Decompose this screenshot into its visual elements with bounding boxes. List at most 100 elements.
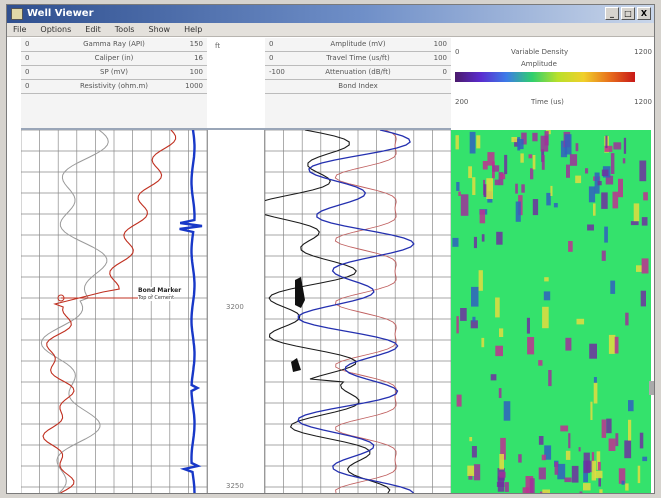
heatmap-cell [612,191,619,209]
heatmap-cell [496,481,505,487]
heatmap-cell [643,192,648,201]
heatmap-cell [479,209,486,224]
heatmap-cell [598,476,601,487]
close-button[interactable]: X [637,7,651,20]
heatmap-cell [521,132,527,145]
gamma-ray-curve [42,130,177,493]
header-row-amplitude[interactable]: 0 Amplitude (mV) 100 [265,38,451,52]
menu-help[interactable]: Help [184,25,203,34]
heatmap-cell [597,181,602,186]
header-row-attenuation[interactable]: -100 Attenuation (dB/ft) 0 [265,66,451,80]
depth-label-1: 3200 [226,303,244,311]
header-row-travel-time[interactable]: 0 Travel Time (us/ft) 100 [265,52,451,66]
header-row-bond-index[interactable]: Bond Index [265,80,451,94]
header-row-resistivity[interactable]: 0 Resistivity (ohm.m) 1000 [21,80,207,94]
heatmap-cell [610,280,616,294]
heatmap-cell [615,433,619,447]
depth-label-2: 3250 [226,482,244,490]
heatmap-cell [564,477,572,483]
header-row-sp[interactable]: 0 SP (mV) 100 [21,66,207,80]
menu-file[interactable]: File [13,25,27,34]
heatmap-cell [540,135,549,152]
heatmap-cell [550,185,553,196]
heatmap-cell [575,175,582,184]
heatmap-cell [511,137,518,143]
heatmap-cell [560,425,569,432]
heatmap-cell [593,377,597,384]
sp-curve [179,130,203,493]
marker-point[interactable] [57,294,65,302]
heatmap-cell [548,370,552,387]
heatmap-cell [594,172,600,194]
caliper-curve [40,130,109,493]
colorbar-label: Amplitude [521,60,557,68]
travel-time-curve [297,130,415,493]
heatmap-cell [630,221,639,226]
heatmap-cell [495,345,503,357]
heatmap-cell [515,183,518,194]
vd-title: Variable Density [511,48,569,56]
attenuation-curve [334,130,397,493]
heatmap-cell [530,168,534,180]
heatmap-cell [625,312,629,326]
heatmap-cell [499,454,504,470]
amplitude-curve [265,130,391,493]
minimize-button[interactable]: _ [605,7,619,20]
heatmap-cell [486,178,493,199]
heatmap-cell [460,308,467,321]
heatmap-cell [579,491,583,493]
mid-log-track[interactable] [265,130,451,493]
heatmap-cell [468,166,472,179]
heatmap-cell [585,168,589,174]
left-track-header: 0 Gamma Ray (API) 150 0 Caliper (in) 16 … [21,38,207,130]
heatmap-cell [455,135,459,150]
menu-tools[interactable]: Tools [114,25,135,34]
menu-edit[interactable]: Edit [85,25,101,34]
heatmap-cell [633,203,640,222]
heatmap-cell [481,234,485,242]
heatmap-cell [605,175,614,185]
heatmap-cell [589,343,597,359]
left-log-track[interactable]: Bond Marker Top of Cement [21,130,207,493]
heatmap-cell [594,470,603,479]
heatmap-cell [527,337,535,355]
header-row-caliper[interactable]: 0 Caliper (in) 16 [21,52,207,66]
heatmap-cell [596,451,601,470]
menu-show[interactable]: Show [148,25,171,34]
heatmap-cell [621,480,625,485]
heatmap-cell [601,419,607,438]
scrollbar-thumb[interactable] [649,381,654,395]
heatmap-cell [587,224,594,231]
maximize-button[interactable]: □ [621,7,635,20]
header-row-gamma[interactable]: 0 Gamma Ray (API) 150 [21,38,207,52]
heatmap-cell [492,165,500,172]
depth-unit-label: ft [215,42,221,50]
heatmap-cell [622,158,626,164]
heatmap-cell [616,493,623,494]
heatmap-cell [499,471,506,478]
heatmap-cell [564,134,572,155]
heatmap-cell [593,382,598,404]
heatmap-cell [618,468,626,484]
heatmap-cell [565,450,571,460]
heatmap-cell [473,236,477,249]
mid-track-header: 0 Amplitude (mV) 100 0 Travel Time (us/f… [265,38,451,130]
heatmap-cell [640,290,646,307]
heatmap-cell [472,316,476,322]
variable-density-heatmap[interactable] [451,130,651,494]
heatmap-cell [471,446,477,458]
heatmap-cell [639,160,647,182]
heatmap-cell [597,461,601,471]
heatmap-cell [526,317,530,334]
heatmap-cell [538,360,543,366]
heatmap-cell [571,465,579,483]
menu-options[interactable]: Options [40,25,72,34]
heatmap-cell [557,463,566,480]
heatmap-cell [496,231,503,245]
title-bar[interactable]: Well Viewer _ □ X [7,5,654,23]
heatmap-cell [522,487,529,493]
color-scale-bar[interactable] [455,72,635,82]
heatmap-cell [538,467,546,480]
heatmap-cell [599,489,603,493]
heatmap-cell [544,277,549,282]
